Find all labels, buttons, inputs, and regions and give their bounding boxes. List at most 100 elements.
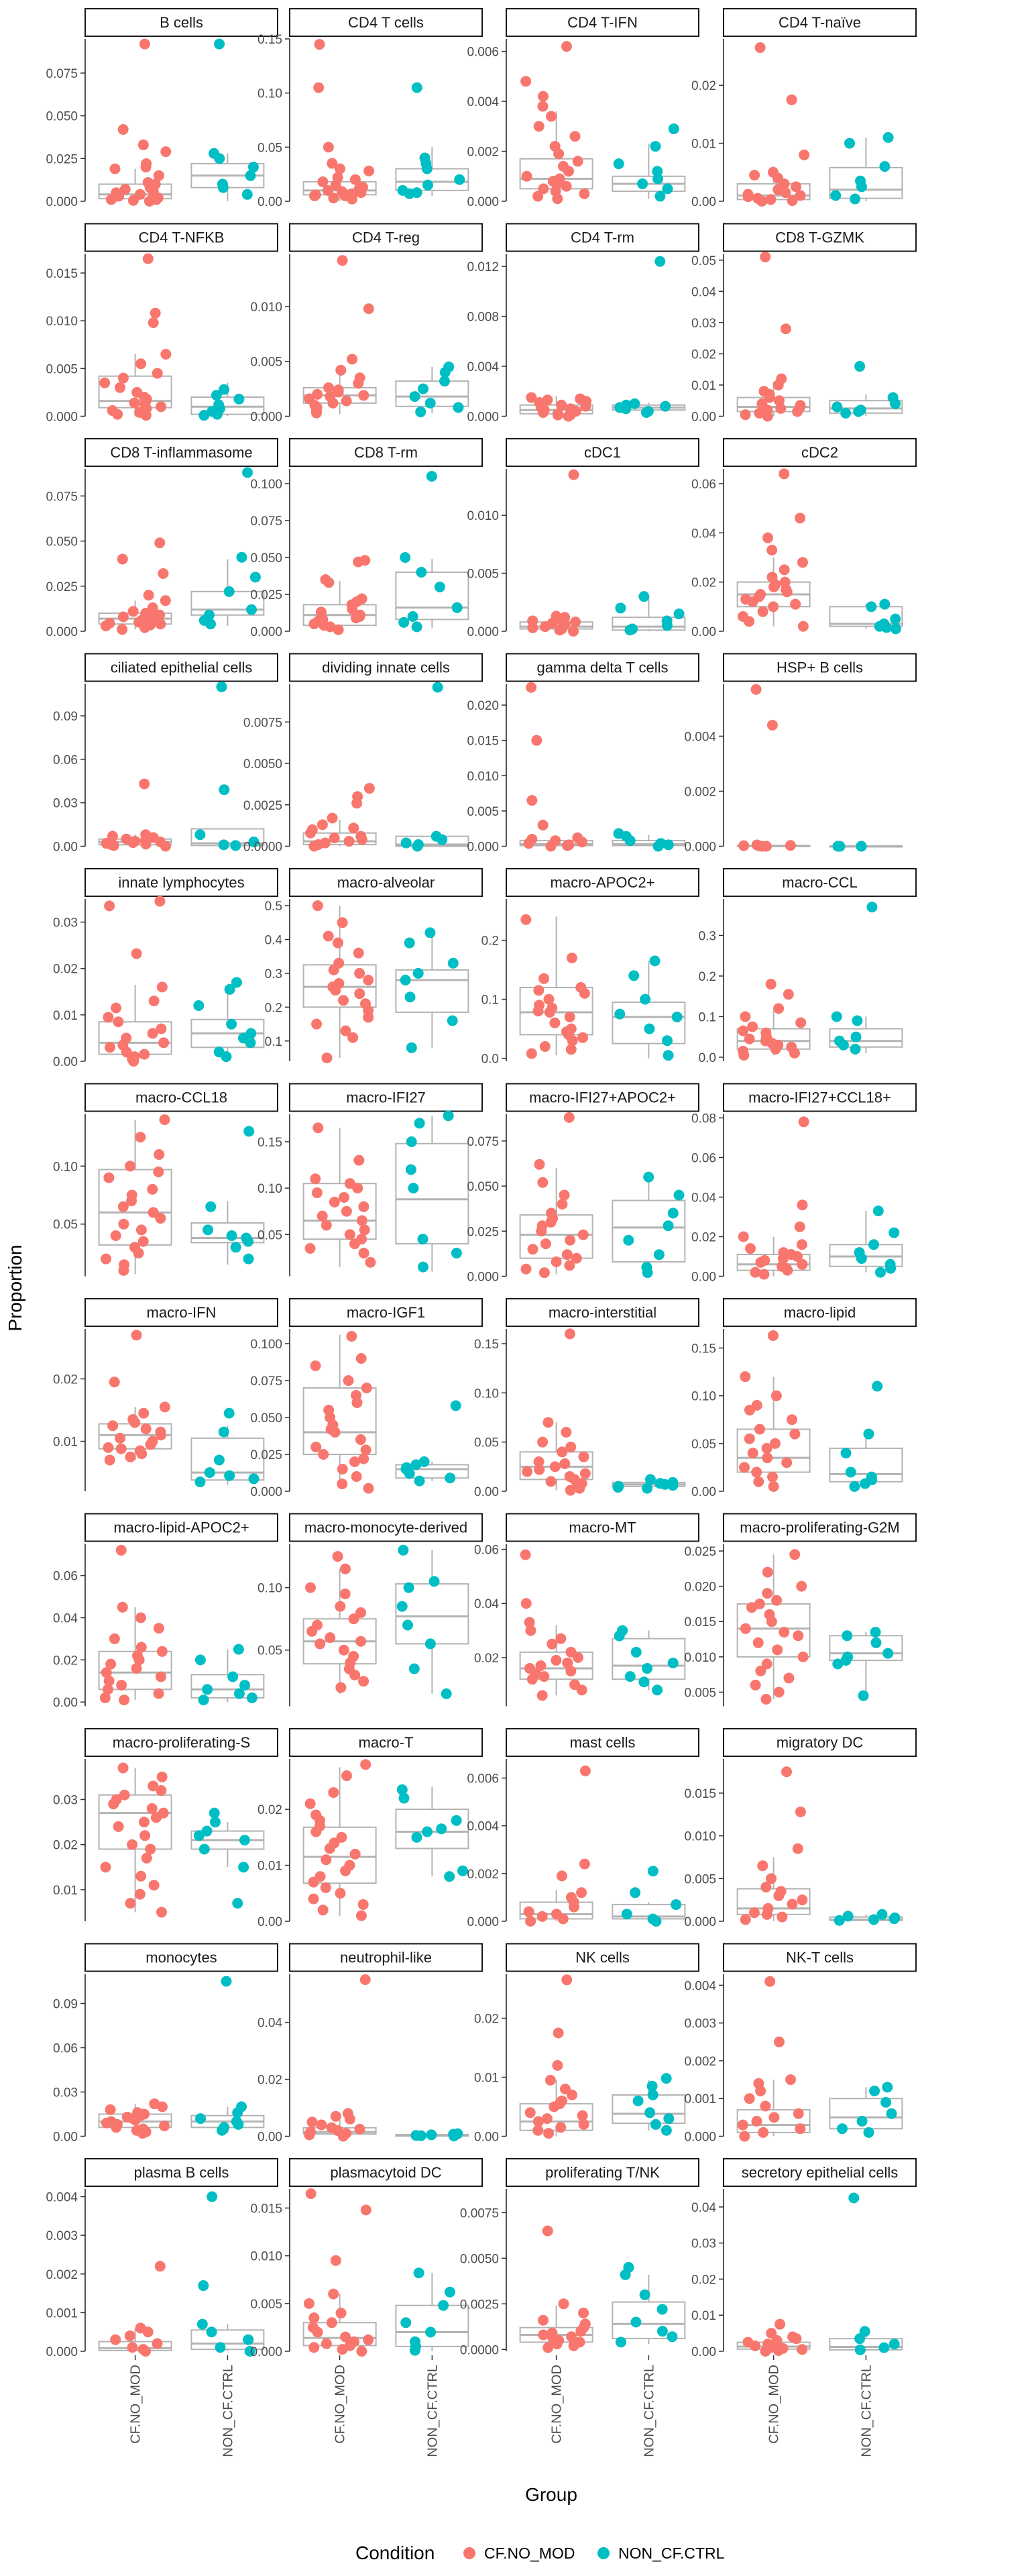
y-tick-label-macro-ifi27-apoc2: 0.025 — [467, 1225, 499, 1239]
point-cf-no-mod — [323, 930, 334, 942]
point-cf-no-mod — [749, 170, 760, 181]
point-non-cf-ctrl — [613, 158, 624, 170]
y-tick-label-migratory-dc: 0.000 — [684, 1915, 716, 1929]
box-non-cf-ctrl-plasmacytoid-dc — [395, 2304, 469, 2347]
point-cf-no-mod — [762, 1566, 773, 1578]
point-cf-no-mod — [313, 82, 325, 93]
point-cf-no-mod — [757, 1860, 768, 1872]
y-tick-label-cd8-t-rm: 0.050 — [250, 551, 282, 566]
y-tick-label-macro-proliferating-g2m: 0.015 — [684, 1615, 716, 1629]
strip-title-cd8-t-inflammasome: CD8 T-inflammasome — [110, 444, 252, 461]
point-cf-no-mod — [348, 822, 359, 834]
point-cf-no-mod — [526, 1048, 537, 1059]
point-cf-no-mod — [565, 1666, 577, 1677]
y-tick-label-macro-ifi27-apoc2: 0.050 — [467, 1180, 499, 1194]
strip-macro-lipid — [723, 1298, 917, 1327]
point-non-cf-ctrl — [211, 390, 222, 401]
point-cf-no-mod — [740, 1623, 751, 1634]
x-tick-label: NON_CF.CTRL — [859, 2365, 874, 2457]
point-non-cf-ctrl — [416, 567, 427, 578]
point-cf-no-mod — [104, 900, 115, 912]
point-cf-no-mod — [310, 1826, 322, 1837]
point-non-cf-ctrl — [245, 170, 256, 181]
y-tick-label-macro-proliferating-s: 0.03 — [53, 1794, 78, 1808]
point-cf-no-mod — [358, 1676, 369, 1687]
point-cf-no-mod — [526, 795, 538, 806]
point-cf-no-mod — [751, 1466, 762, 1478]
y-tick-label-macro-ifi27-ccl18: 0.08 — [691, 1112, 716, 1126]
point-cf-no-mod — [580, 400, 591, 412]
point-non-cf-ctrl — [630, 1646, 642, 1658]
x-axis-title: Group — [525, 2484, 577, 2505]
y-tick-label-proliferating-t-nk: 0.0000 — [460, 2343, 499, 2357]
point-non-cf-ctrl — [624, 1671, 636, 1682]
strip-title-neutrophil-like: neutrophil-like — [340, 1949, 432, 1966]
point-cf-no-mod — [555, 1633, 567, 1644]
point-non-cf-ctrl — [444, 2286, 455, 2298]
point-non-cf-ctrl — [443, 1110, 454, 1122]
box-cf-no-mod-macro-proliferating-s — [98, 1794, 172, 1850]
point-non-cf-ctrl — [194, 1477, 206, 1488]
point-cf-no-mod — [538, 183, 549, 195]
point-non-cf-ctrl — [230, 1242, 241, 1253]
y-tick-label-macro-igf1: 0.050 — [250, 1411, 282, 1426]
box-non-cf-ctrl-macro-ccl18 — [190, 1222, 265, 1244]
point-non-cf-ctrl — [647, 2089, 659, 2100]
point-non-cf-ctrl — [668, 123, 679, 135]
panel-cd4-t-na-ve: CD4 T-naïve 0.00 0.01 0.02 — [691, 8, 917, 209]
point-non-cf-ctrl — [832, 401, 843, 413]
point-cf-no-mod — [312, 1122, 324, 1134]
y-tick-label-macro-interstitial: 0.00 — [474, 1485, 499, 1499]
box-non-cf-ctrl-macro-mt — [612, 1638, 686, 1680]
point-cf-no-mod — [547, 1638, 558, 1650]
point-cf-no-mod — [538, 973, 550, 984]
y-tick-label-macro-lipid-apoc2: 0.04 — [53, 1612, 78, 1626]
box-non-cf-ctrl-plasma-b-cells — [190, 2329, 265, 2351]
point-non-cf-ctrl — [849, 1481, 860, 1492]
strip-cd8-t-rm — [289, 438, 483, 467]
point-cf-no-mod — [321, 1854, 332, 1866]
point-cf-no-mod — [111, 2122, 122, 2133]
point-cf-no-mod — [526, 392, 537, 403]
point-cf-no-mod — [341, 1205, 352, 1217]
point-cf-no-mod — [777, 1252, 789, 1264]
point-non-cf-ctrl — [863, 1428, 874, 1440]
point-non-cf-ctrl — [216, 681, 227, 692]
point-non-cf-ctrl — [421, 163, 433, 174]
point-non-cf-ctrl — [661, 2125, 672, 2136]
point-non-cf-ctrl — [425, 2326, 437, 2338]
point-non-cf-ctrl — [205, 619, 217, 630]
point-cf-no-mod — [796, 1580, 807, 1592]
strip-macro-ifi27 — [289, 1083, 483, 1112]
point-cf-no-mod — [160, 348, 172, 360]
y-tick-label-cd8-t-gzmk: 0.03 — [691, 317, 716, 331]
y-tick-label-cd4-t-cells: 0.15 — [258, 33, 282, 47]
strip-title-macro-t: macro-T — [359, 1734, 414, 1751]
point-cf-no-mod — [108, 840, 119, 851]
point-cf-no-mod — [340, 2331, 351, 2343]
y-tick-label-macro-ifi27-apoc2: 0.000 — [467, 1271, 499, 1285]
point-cf-no-mod — [349, 174, 361, 185]
point-cf-no-mod — [577, 2110, 588, 2121]
point-cf-no-mod — [154, 537, 166, 549]
point-non-cf-ctrl — [226, 1230, 237, 1241]
y-tick-label-b-cells: 0.075 — [46, 67, 78, 81]
point-cf-no-mod — [771, 1595, 783, 1606]
point-cf-no-mod — [327, 397, 339, 409]
point-non-cf-ctrl — [242, 467, 253, 478]
point-cf-no-mod — [321, 1220, 332, 1231]
point-cf-no-mod — [578, 2118, 589, 2130]
point-cf-no-mod — [561, 180, 572, 192]
point-non-cf-ctrl — [667, 1657, 679, 1668]
point-cf-no-mod — [549, 2101, 560, 2112]
strip-title-plasmacytoid-dc: plasmacytoid DC — [330, 2164, 441, 2181]
point-cf-no-mod — [148, 996, 160, 1007]
point-cf-no-mod — [144, 196, 155, 207]
y-tick-label-nk-t-cells: 0.002 — [684, 2055, 716, 2069]
box-non-cf-ctrl-macro-t — [395, 1809, 469, 1849]
point-cf-no-mod — [768, 1481, 779, 1492]
point-cf-no-mod — [790, 181, 801, 193]
point-cf-no-mod — [798, 1116, 809, 1128]
panel-cd4-t-reg: CD4 T-reg 0.000 0.005 0.010 — [250, 223, 483, 425]
point-non-cf-ctrl — [426, 2129, 437, 2141]
